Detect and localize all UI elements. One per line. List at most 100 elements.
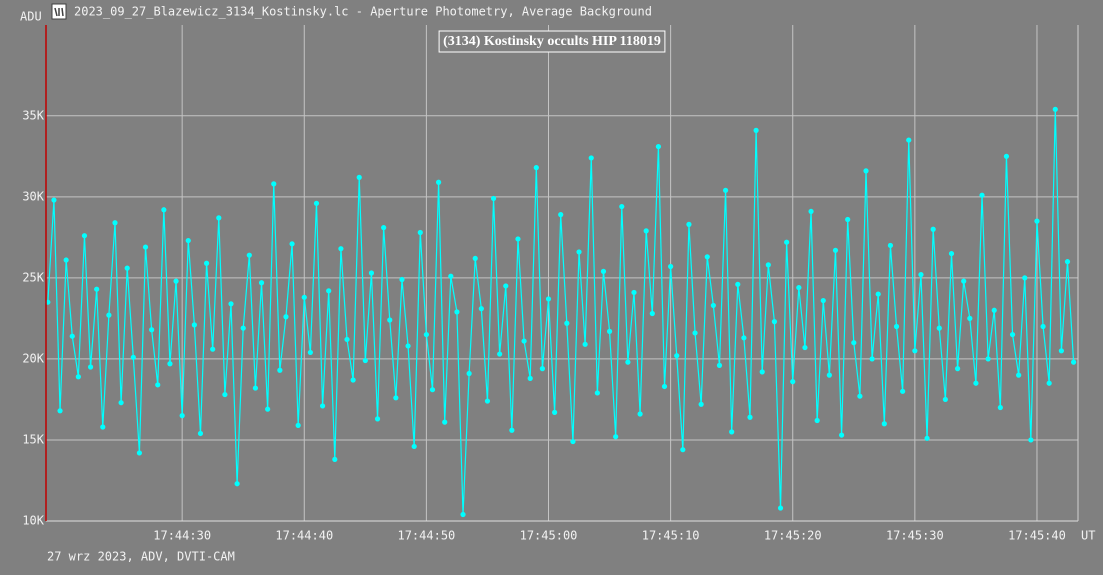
- data-point: [954, 366, 961, 372]
- data-point: [94, 286, 100, 292]
- data-point: [203, 260, 210, 266]
- data-point: [900, 388, 906, 394]
- data-point: [429, 387, 436, 393]
- data-point: [533, 165, 539, 171]
- data-point: [564, 320, 570, 326]
- footer: 27 wrz 2023, ADV, DVTI-CAM: [47, 550, 235, 564]
- data-point: [765, 262, 771, 268]
- data-point: [1016, 372, 1022, 378]
- data-point: [454, 309, 460, 315]
- data-point: [747, 414, 753, 420]
- data-point: [704, 254, 710, 260]
- data-point: [881, 421, 887, 427]
- data-point: [368, 270, 375, 276]
- data-point: [1046, 380, 1052, 386]
- y-axis-label: ADU: [20, 10, 42, 24]
- data-point: [417, 229, 423, 236]
- data-point: [802, 344, 808, 351]
- data-point: [356, 174, 362, 180]
- x-tick-label: 17:45:30: [886, 529, 944, 543]
- data-point: [155, 382, 161, 388]
- data-point: [729, 429, 735, 435]
- data-point: [826, 372, 832, 378]
- data-point: [124, 265, 130, 271]
- data-point: [893, 323, 900, 330]
- data-point: [777, 505, 784, 511]
- data-point: [771, 319, 778, 325]
- data-point: [246, 252, 252, 258]
- data-point: [906, 137, 912, 143]
- data-point: [1022, 275, 1028, 281]
- chart-title-box: [438, 30, 666, 53]
- x-tick-label: 17:44:40: [275, 529, 333, 543]
- data-point: [179, 413, 185, 419]
- data-point: [234, 481, 240, 487]
- data-point: [191, 322, 197, 328]
- data-point: [735, 281, 741, 287]
- data-point: [515, 236, 521, 242]
- data-point: [930, 226, 936, 232]
- data-point: [716, 362, 723, 368]
- y-tick-label: 30K: [22, 189, 44, 203]
- data-point: [545, 296, 552, 302]
- x-axis-label: UT: [1081, 529, 1095, 543]
- window-title: 2023_09_27_Blazewicz_3134_Kostinsky.lc -…: [74, 5, 652, 19]
- data-point: [973, 380, 979, 386]
- data-point: [539, 366, 546, 372]
- data-point: [887, 242, 894, 249]
- data-point: [997, 404, 1003, 411]
- y-tick-label: 25K: [22, 270, 44, 284]
- data-point: [784, 239, 790, 245]
- data-point: [136, 450, 143, 456]
- data-point: [87, 364, 94, 370]
- data-point: [509, 427, 515, 433]
- data-point: [698, 401, 704, 407]
- data-point: [832, 247, 839, 253]
- data-point: [912, 348, 918, 354]
- data-point: [851, 340, 857, 346]
- data-point: [265, 406, 271, 412]
- data-point: [1034, 218, 1040, 224]
- data-point: [436, 179, 442, 185]
- data-point: [258, 280, 265, 286]
- data-point: [112, 220, 118, 226]
- y-tick-label: 20K: [22, 351, 44, 365]
- x-tick-label: 17:45:10: [642, 529, 700, 543]
- chart-title: (3134) Kostinsky occults HIP 118019: [443, 34, 661, 49]
- data-point: [228, 301, 234, 307]
- data-point: [362, 357, 368, 364]
- data-point: [558, 212, 564, 218]
- data-point: [875, 291, 881, 297]
- x-tick-label: 17:44:30: [153, 529, 211, 543]
- data-point: [741, 335, 747, 341]
- data-point: [399, 276, 405, 283]
- data-point: [210, 346, 216, 352]
- data-point: [350, 377, 356, 383]
- x-tick-label: 17:45:00: [520, 529, 578, 543]
- data-point: [753, 127, 759, 133]
- data-point: [405, 343, 411, 349]
- data-point: [240, 325, 246, 331]
- data-point: [796, 284, 802, 291]
- data-point: [631, 289, 637, 296]
- data-point: [142, 244, 149, 250]
- data-point: [985, 356, 991, 362]
- data-point: [411, 443, 417, 450]
- window-icon: [51, 3, 67, 20]
- data-point: [472, 255, 478, 262]
- data-point: [863, 168, 869, 174]
- x-tick-label: 17:45:20: [764, 529, 822, 543]
- data-point: [197, 430, 204, 437]
- data-point: [857, 393, 863, 399]
- data-point: [81, 233, 88, 239]
- data-point: [289, 241, 295, 247]
- data-point: [918, 272, 924, 278]
- data-point: [936, 325, 942, 331]
- data-point: [503, 283, 509, 289]
- data-point: [271, 181, 277, 187]
- data-point: [313, 200, 320, 206]
- data-point: [167, 361, 173, 367]
